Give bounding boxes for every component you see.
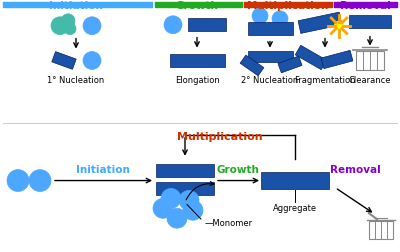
Circle shape (183, 201, 203, 220)
Bar (278, 57, 302, 74)
Circle shape (272, 12, 288, 28)
Bar (188, 19, 226, 32)
Circle shape (64, 24, 76, 36)
Text: Aggregate: Aggregate (273, 204, 317, 212)
Text: 2° Nucleation: 2° Nucleation (241, 76, 299, 85)
Bar (156, 182, 214, 195)
Bar (295, 46, 327, 70)
Bar (369, 221, 393, 239)
Circle shape (51, 18, 69, 36)
Circle shape (83, 52, 101, 70)
Bar (298, 13, 342, 34)
Circle shape (164, 17, 182, 35)
Text: Initiation: Initiation (49, 1, 103, 11)
Bar (261, 172, 329, 190)
Bar (240, 56, 264, 76)
Bar (356, 51, 384, 71)
Circle shape (167, 208, 187, 228)
Text: 1° Nucleation: 1° Nucleation (47, 76, 105, 85)
Circle shape (179, 191, 199, 210)
Text: —Monomer: —Monomer (205, 218, 253, 227)
Circle shape (252, 9, 268, 25)
Text: Growth: Growth (216, 164, 260, 174)
Bar (170, 55, 224, 68)
Text: Multiplication: Multiplication (177, 131, 263, 141)
Text: Removal: Removal (330, 164, 380, 174)
Bar (156, 165, 214, 177)
Circle shape (61, 15, 75, 28)
Bar (52, 52, 76, 70)
Circle shape (29, 170, 51, 192)
Text: Initiation: Initiation (76, 164, 130, 174)
Circle shape (7, 170, 29, 192)
Text: Fragmentation: Fragmentation (294, 76, 356, 85)
Text: Clearance: Clearance (349, 76, 391, 85)
Text: Growth: Growth (176, 1, 218, 11)
Text: Elongation: Elongation (175, 76, 219, 85)
Circle shape (153, 199, 173, 218)
Bar (248, 23, 292, 36)
Bar (321, 51, 353, 69)
Bar (349, 16, 391, 29)
Bar (248, 51, 292, 63)
Circle shape (161, 189, 181, 208)
Text: Removal: Removal (340, 1, 390, 11)
Circle shape (334, 22, 344, 32)
Text: Multiplication: Multiplication (247, 1, 329, 11)
Circle shape (83, 18, 101, 36)
